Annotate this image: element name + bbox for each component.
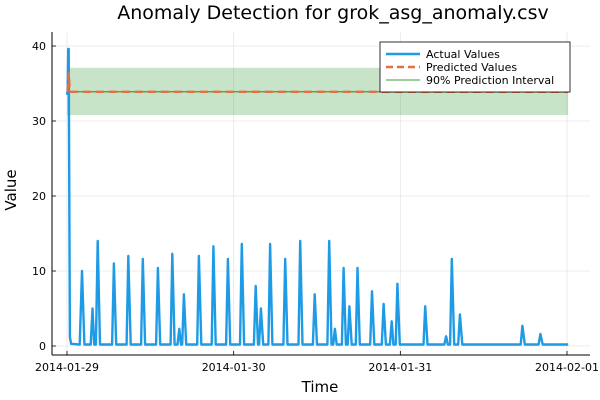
y-tick-label: 30 <box>32 115 46 128</box>
y-tick-label: 40 <box>32 40 46 53</box>
legend-label-interval: 90% Prediction Interval <box>426 74 554 87</box>
predicted-values-line <box>66 72 569 94</box>
legend-label-actual: Actual Values <box>426 48 500 61</box>
y-axis-label: Value <box>2 169 20 210</box>
y-tick-label: 20 <box>32 190 46 203</box>
x-tick-label: 2014-01-31 <box>368 361 432 374</box>
legend: Actual Values Predicted Values 90% Predi… <box>379 41 571 93</box>
legend-label-predicted: Predicted Values <box>426 61 517 74</box>
axes <box>51 32 590 356</box>
chart-title: Anomaly Detection for grok_asg_anomaly.c… <box>117 2 548 24</box>
series-layer <box>65 47 569 346</box>
x-tick-label: 2014-01-29 <box>35 361 99 374</box>
tick-labels: 2014-01-29 2014-01-30 2014-01-31 2014-02-01… <box>32 40 599 374</box>
x-tick-label: 2014-01-30 <box>202 361 266 374</box>
y-tick-label: 0 <box>39 340 46 353</box>
x-tick-label: 2014-02-01 <box>535 361 599 374</box>
actual-values-line <box>65 47 569 346</box>
y-tick-label: 10 <box>32 265 46 278</box>
x-axis-label: Time <box>301 378 339 396</box>
